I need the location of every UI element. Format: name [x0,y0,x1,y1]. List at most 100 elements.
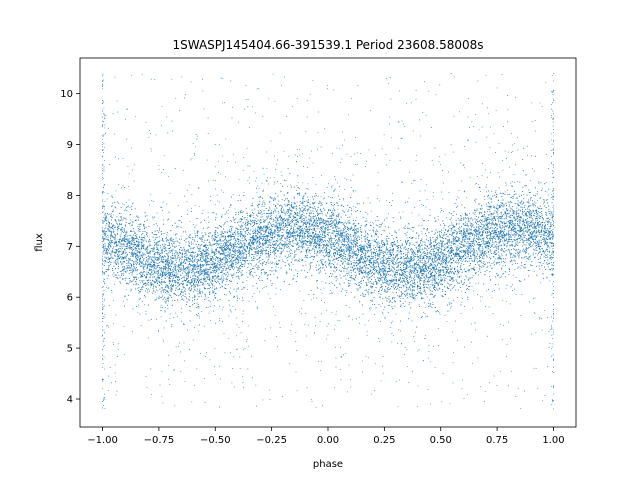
data-point [224,222,226,224]
data-point [215,256,217,258]
data-point [284,212,286,215]
data-point [514,234,516,236]
data-point [341,239,344,241]
data-point [245,259,247,262]
data-point [265,220,267,222]
data-point [371,287,373,289]
data-point [204,278,206,280]
data-point [314,208,317,210]
data-point [156,267,158,269]
data-point [317,241,319,243]
data-point [316,252,318,254]
data-point [464,207,466,209]
data-point [196,255,198,257]
data-point [314,240,316,242]
data-point [508,224,511,226]
data-point [251,253,253,256]
data-point [240,256,242,258]
data-point [180,277,182,279]
data-point [387,271,389,273]
data-point [201,282,203,284]
data-point [198,289,201,291]
data-point [333,208,335,210]
data-point [157,275,159,277]
data-point [263,226,265,228]
data-point [295,230,297,232]
data-point [379,252,381,254]
data-point [279,241,281,244]
data-point [338,251,340,254]
data-point [287,256,289,258]
data-point [315,220,317,222]
data-point [216,262,218,264]
data-point [324,239,326,241]
data-point [238,267,240,269]
data-point [227,246,229,248]
data-point [389,255,391,257]
data-point [174,253,176,255]
data-point [176,258,178,260]
data-point [480,228,482,230]
data-point [537,230,539,232]
data-point [327,209,329,211]
data-point [368,246,370,248]
data-point [269,200,271,202]
data-point [137,237,139,239]
data-point [529,199,532,201]
data-point [344,256,346,258]
data-point [343,235,345,237]
data-point [271,246,274,249]
data-point [287,220,289,222]
data-point [342,228,344,230]
data-point [491,239,493,241]
data-point [296,231,298,234]
data-point [237,269,239,271]
data-point [130,281,132,283]
data-point [233,232,235,234]
data-point [435,266,437,268]
data-point [391,261,393,263]
data-point [329,264,331,266]
data-point [286,246,288,248]
data-point [187,264,189,266]
data-point [483,265,485,267]
data-point [125,231,127,233]
data-point [461,234,463,237]
data-point [194,282,196,284]
data-point [342,243,345,246]
data-point [388,256,390,258]
data-point [186,278,188,280]
data-point [439,280,441,282]
data-point [447,239,449,241]
data-point [454,240,456,242]
data-point [204,239,206,241]
data-point [429,299,431,301]
data-point [286,229,289,231]
data-point [392,283,394,285]
data-point [172,286,174,288]
data-point [511,215,514,217]
data-point [219,287,221,289]
data-point [516,220,518,222]
data-point [365,269,367,271]
data-point [350,238,352,240]
data-point [543,244,546,246]
data-point [262,253,264,255]
data-point [440,250,442,252]
data-point [155,237,157,239]
data-point [318,264,320,266]
data-point [259,220,261,222]
data-point [552,210,554,212]
data-point [436,254,439,256]
data-point [422,270,424,272]
data-point [312,198,314,200]
data-point [545,257,547,259]
data-point [347,263,349,265]
data-point [343,260,345,262]
data-point [175,284,177,286]
data-point [543,183,546,185]
data-point [401,243,403,245]
data-point [418,267,420,269]
data-point [414,272,416,274]
data-point [344,227,346,229]
